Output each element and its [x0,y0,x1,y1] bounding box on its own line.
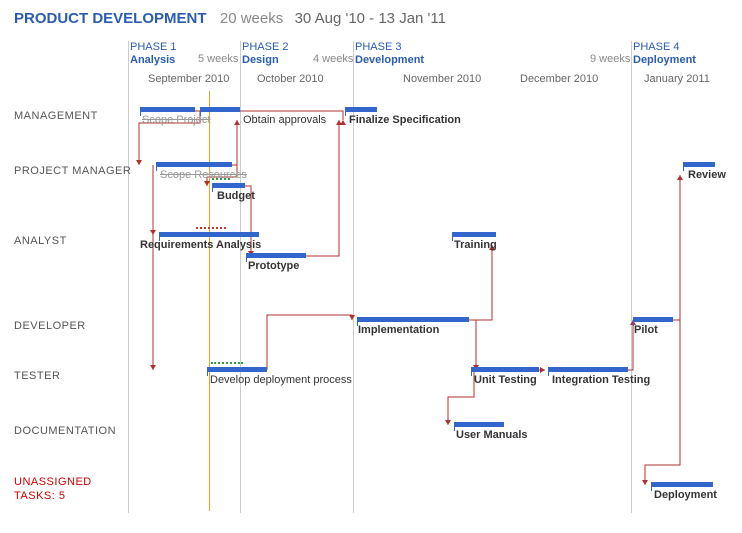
task-label-budget: Budget [217,190,255,202]
task-bar-implementation[interactable] [357,317,469,322]
task-label-prototype: Prototype [248,260,299,272]
unassigned-label: UNASSIGNEDTASKS: 5 [14,475,92,504]
month-label: December 2010 [520,73,598,85]
task-start-tick [548,372,549,376]
task-start-tick [683,167,684,171]
project-duration: 20 weeks [220,10,283,27]
task-bar-int-testing[interactable] [548,367,628,372]
role-label: DOCUMENTATION [14,425,116,437]
phase-label: PHASE 4Deployment [633,41,696,67]
task-start-tick [454,427,455,431]
month-label: January 2011 [644,73,710,85]
task-bar-obtain-approvals[interactable] [200,107,240,112]
task-start-tick [140,112,141,116]
role-label: PROJECT MANAGER [14,165,131,177]
task-start-tick [200,112,201,116]
task-label-implementation: Implementation [358,324,439,336]
month-label: October 2010 [257,73,324,85]
task-start-tick [156,167,157,171]
task-bar-review[interactable] [683,162,715,167]
today-line [209,91,210,511]
task-label-scope-resources: Scope Resources [160,169,247,181]
task-start-tick [651,487,652,491]
task-start-tick [471,372,472,376]
task-label-pilot: Pilot [634,324,658,336]
task-label-dev-deploy-proc: Develop deployment process [210,374,352,386]
task-label-user-manuals: User Manuals [456,429,528,441]
role-label: DEVELOPER [14,320,86,332]
task-label-int-testing: Integration Testing [552,374,650,386]
task-bar-prototype[interactable] [246,253,306,258]
task-label-training: Training [454,239,497,251]
role-label: TESTER [14,370,60,382]
task-start-tick [345,112,346,116]
phase-label: PHASE 1Analysis [130,41,176,67]
phase-divider [631,41,632,513]
task-bar-user-manuals[interactable] [454,422,504,427]
task-start-tick [633,322,634,326]
page-title: PRODUCT DEVELOPMENT [14,10,207,27]
task-bar-training[interactable] [452,232,496,237]
phase-duration: 5 weeks [198,53,238,65]
task-start-tick [212,188,213,192]
task-start-tick [207,372,208,376]
month-label: November 2010 [403,73,481,85]
task-bar-pilot[interactable] [633,317,673,322]
task-start-tick [159,237,160,241]
phase-label: PHASE 3Development [355,41,424,67]
task-label-obtain-approvals: Obtain approvals [243,114,326,126]
task-bar-req-analysis[interactable] [159,232,259,237]
progress-indicator [211,362,243,364]
month-label: September 2010 [148,73,229,85]
project-date-range: 30 Aug '10 - 13 Jan '11 [295,10,446,27]
phase-divider [128,41,129,513]
task-label-unit-testing: Unit Testing [474,374,537,386]
task-bar-unit-testing[interactable] [471,367,539,372]
header: PRODUCT DEVELOPMENT 20 weeks 30 Aug '10 … [14,10,446,27]
task-label-review: Review [688,169,726,181]
phase-divider [240,41,241,513]
task-label-finalize-spec: Finalize Specification [349,114,461,126]
progress-indicator [196,227,226,229]
task-bar-scope-resources[interactable] [156,162,232,167]
phase-duration: 4 weeks [313,53,353,65]
task-bar-scope-project[interactable] [140,107,195,112]
task-start-tick [246,258,247,262]
role-label: ANALYST [14,235,67,247]
task-bar-finalize-spec[interactable] [345,107,377,112]
task-bar-budget[interactable] [212,183,245,188]
task-bar-deployment[interactable] [651,482,713,487]
phase-label: PHASE 2Design [242,41,288,67]
task-label-deployment: Deployment [654,489,717,501]
phase-duration: 9 weeks [590,53,630,65]
task-bar-dev-deploy-proc[interactable] [207,367,267,372]
task-start-tick [452,237,453,241]
role-label: MANAGEMENT [14,110,98,122]
gantt-chart: PHASE 1Analysis 5 weeks PHASE 2Design 4 wee… [0,35,742,533]
task-start-tick [357,322,358,326]
